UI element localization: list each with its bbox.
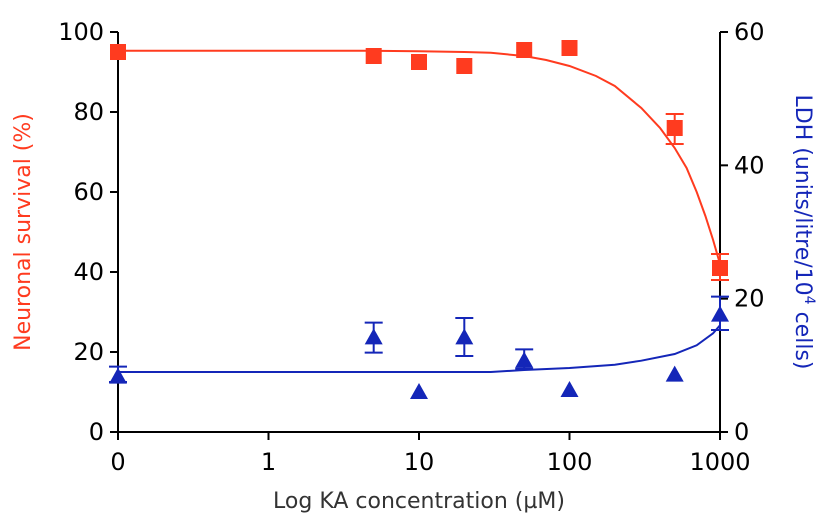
right-y-tick-label: 20 <box>734 285 765 313</box>
ldh-data-point <box>711 305 729 322</box>
ldh-fit-curve <box>118 324 721 373</box>
x-tick-label: 1 <box>261 448 276 476</box>
left-y-tick-label: 60 <box>73 178 104 206</box>
ldh-data-point <box>515 351 534 368</box>
survival-data-point <box>712 260 728 276</box>
ldh-data-point <box>665 365 684 382</box>
x-tick-label: 10 <box>404 448 435 476</box>
right-y-axis-title-main: LDH (units/litre/10 <box>790 95 815 296</box>
survival-data-point <box>666 120 683 136</box>
survival-data-point <box>516 42 533 58</box>
markers <box>109 40 729 399</box>
left-y-tick-label: 0 <box>89 418 104 446</box>
ldh-data-point <box>364 328 383 345</box>
right-y-axis-title: LDH (units/litre/104 cells) <box>790 95 817 370</box>
fit-lines <box>118 49 721 373</box>
left-y-tick-label: 100 <box>58 18 104 46</box>
ldh-data-point <box>455 328 474 345</box>
left-y-tick-label: 20 <box>73 338 104 366</box>
right-y-tick-label: 0 <box>734 418 749 446</box>
x-tick-label: 100 <box>547 448 593 476</box>
ldh-data-point <box>410 383 428 399</box>
x-tick-label: 1000 <box>689 448 750 476</box>
left-y-axis-title: Neuronal survival (%) <box>11 113 36 351</box>
survival-fit-curve <box>118 49 721 265</box>
right-y-tick-label: 60 <box>734 18 765 46</box>
x-axis-title: Log KA concentration (µM) <box>273 489 565 514</box>
left-y-tick-label: 80 <box>73 98 104 126</box>
right-y-tick-label: 40 <box>734 151 765 179</box>
survival-data-point <box>456 58 473 74</box>
right-y-axis-title-superscript: 4 <box>801 296 817 305</box>
x-tick-label: 0 <box>110 448 125 476</box>
ldh-data-point <box>560 381 579 397</box>
ldh-data-point <box>109 367 127 384</box>
left-y-tick-label: 40 <box>73 258 104 286</box>
survival-data-point <box>561 40 578 56</box>
survival-data-point <box>110 44 126 60</box>
right-y-axis-title-tail: cells) <box>790 305 815 370</box>
survival-data-point <box>411 54 427 70</box>
survival-data-point <box>365 48 382 64</box>
